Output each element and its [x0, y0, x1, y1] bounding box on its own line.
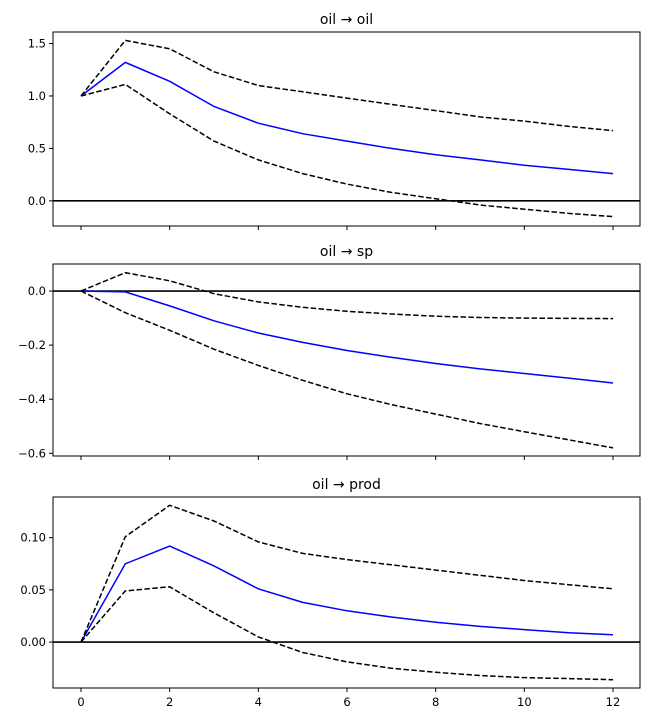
x-tick-label: 6	[343, 695, 350, 709]
axes-frame	[52, 31, 641, 227]
y-tick-label: 1.5	[28, 37, 46, 51]
y-tick-label: 0.00	[20, 635, 46, 649]
x-tick-label: 4	[255, 695, 262, 709]
x-tick-label: 2	[166, 695, 173, 709]
estimate-line	[80, 61, 614, 175]
lower-line	[80, 290, 614, 449]
y-tick-label: −0.6	[18, 446, 46, 460]
y-tick-label: 0.05	[20, 583, 46, 597]
x-tick-label: 8	[432, 695, 439, 709]
y-tick-label: 0.10	[20, 531, 46, 545]
plot-area	[53, 39, 640, 218]
estimate-line	[80, 545, 614, 643]
x-tick-label: 0	[77, 695, 84, 709]
y-tick-label: 0.0	[28, 194, 46, 208]
subplot-title: oil → oil	[320, 12, 373, 28]
y-tick-label: 0.5	[28, 141, 46, 155]
subplot-title: oil → prod	[312, 477, 381, 493]
estimate-line	[80, 290, 614, 384]
y-tick-label: 0.0	[28, 284, 46, 298]
subplot-3: oil → prod 0.00 0.05 0.10 0 2 4 6 8 10 12	[20, 477, 641, 709]
upper-line	[80, 39, 614, 132]
x-tick-label: 12	[606, 695, 621, 709]
plot-area	[53, 271, 640, 449]
lower-line	[80, 83, 614, 218]
x-tick-label: 10	[517, 695, 532, 709]
plot-area	[53, 504, 640, 681]
axes-frame	[52, 263, 641, 457]
upper-line	[80, 504, 614, 643]
axes-frame	[52, 496, 641, 689]
y-tick-label: 1.0	[28, 89, 46, 103]
lower-line	[80, 586, 614, 681]
y-tick-label: −0.4	[18, 392, 46, 406]
upper-line	[80, 271, 614, 320]
subplot-1: oil → oil 0.0 0.5 1.0 1.5	[28, 12, 641, 230]
subplot-title: oil → sp	[320, 244, 373, 260]
y-tick-label: −0.2	[18, 338, 46, 352]
subplot-2: oil → sp −0.6 −0.4 −0.2 0.0	[18, 244, 641, 460]
